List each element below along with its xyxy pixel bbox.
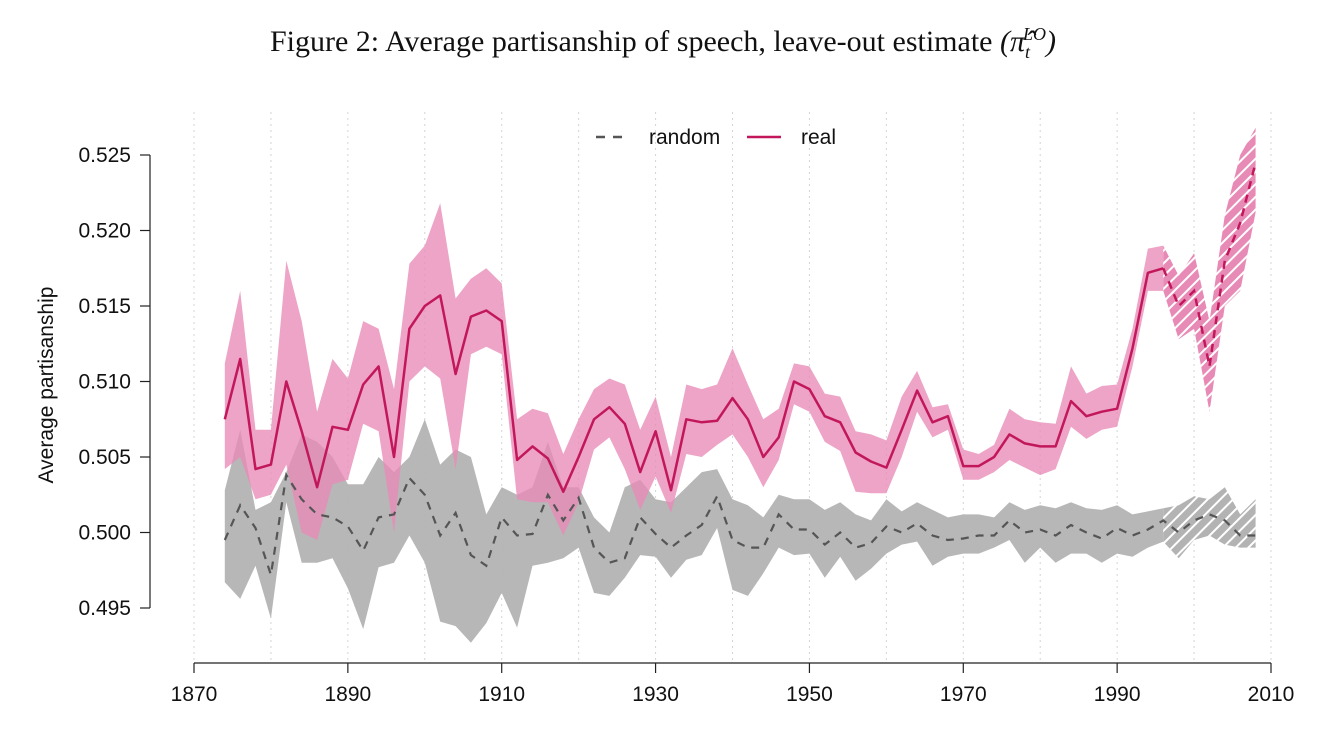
real-band: [224, 203, 1164, 541]
x-tick-label: 1930: [632, 683, 679, 706]
random-line: [223, 472, 1256, 576]
y-tick-label: 0.505: [78, 446, 131, 469]
real-band-hatched: [1163, 127, 1256, 412]
confidence-bands: [224, 127, 1256, 643]
y-axis-title: Average partisanship: [35, 287, 58, 484]
y-tick-label: 0.500: [78, 522, 131, 545]
y-tick-label: 0.510: [78, 371, 131, 394]
random-band: [224, 419, 1164, 643]
y-tick-label: 0.520: [78, 220, 131, 243]
x-tick-label: 1890: [324, 683, 371, 706]
random-band-hatched: [1163, 487, 1256, 559]
real-line-dashed: [1162, 162, 1257, 367]
y-tick-label: 0.515: [78, 295, 131, 318]
figure-title-math: (π̂tLO): [999, 24, 1057, 62]
legend: random real: [596, 126, 836, 149]
real-line: [223, 267, 1164, 493]
grid-lines: [193, 112, 1272, 662]
series-lines: [223, 162, 1257, 576]
x-tick-label: 1870: [171, 683, 218, 706]
x-tick-label: 1910: [478, 683, 525, 706]
legend-real-label: real: [801, 126, 836, 149]
y-tick-label: 0.525: [78, 144, 131, 167]
x-tick-label: 2010: [1248, 683, 1295, 706]
x-tick-label: 1950: [786, 683, 833, 706]
x-tick-label: 1970: [940, 683, 987, 706]
figure-title: Figure 2: Average partisanship of speech…: [0, 24, 1326, 63]
axes: 0.495 0.500 0.505 0.510 0.515 0.520 0.525 1870 1…: [78, 144, 1294, 706]
y-tick-label: 0.495: [78, 597, 131, 620]
legend-random-label: random: [649, 126, 720, 149]
x-tick-label: 1990: [1094, 683, 1141, 706]
figure-title-text: Figure 2: Average partisanship of speech…: [269, 25, 993, 58]
